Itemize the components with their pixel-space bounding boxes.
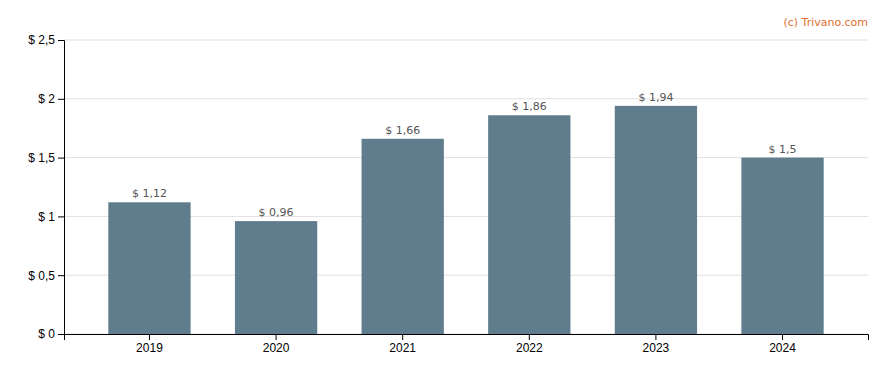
x-axis: 2019 2020 2021 2022 2023 2024 bbox=[65, 334, 869, 355]
plot: $ 1,12$ 0,96$ 1,66$ 1,86$ 1,94$ 1,520192… bbox=[28, 33, 868, 354]
bars bbox=[108, 106, 823, 334]
y-tick: $ 1 bbox=[38, 210, 64, 224]
data-label: $ 1,12 bbox=[132, 187, 167, 200]
y-tick-mark bbox=[58, 334, 64, 335]
y-tick-mark bbox=[58, 99, 64, 100]
bar bbox=[741, 158, 823, 334]
x-tick: 2024 bbox=[769, 334, 796, 355]
axis-line bbox=[58, 41, 65, 335]
data-label: $ 1,66 bbox=[385, 124, 420, 137]
y-tick-mark bbox=[58, 158, 64, 159]
y-tick-mark bbox=[58, 216, 64, 217]
y-tick: $ 1,5 bbox=[28, 151, 64, 165]
grid-line bbox=[64, 40, 868, 41]
x-tick-label: 2019 bbox=[136, 341, 163, 355]
grid-line bbox=[64, 98, 868, 99]
chart: $ 1,12$ 0,96$ 1,66$ 1,86$ 1,94$ 1,520192… bbox=[0, 0, 888, 370]
bar bbox=[488, 115, 570, 334]
x-tick-mark bbox=[529, 334, 530, 340]
x-tick-label: 2022 bbox=[516, 341, 543, 355]
data-label: $ 0,96 bbox=[259, 206, 294, 219]
x-tick-mark bbox=[149, 334, 150, 340]
x-tick-mark bbox=[276, 334, 277, 340]
x-tick: 2019 bbox=[136, 334, 163, 355]
grid bbox=[64, 40, 868, 334]
y-tick-label: $ 0,5 bbox=[28, 269, 55, 283]
x-tick-mark bbox=[655, 334, 656, 340]
bar bbox=[235, 221, 317, 334]
y-tick-label: $ 1 bbox=[38, 210, 55, 224]
data-label: $ 1,5 bbox=[769, 143, 797, 156]
x-tick: 2021 bbox=[389, 334, 416, 355]
y-tick: $ 0 bbox=[38, 327, 64, 341]
x-tick-label: 2020 bbox=[263, 341, 290, 355]
y-tick-label: $ 0 bbox=[38, 327, 55, 341]
y-tick: $ 0,5 bbox=[28, 269, 64, 283]
data-label: $ 1,94 bbox=[638, 91, 673, 104]
x-tick: 2022 bbox=[516, 334, 543, 355]
bar bbox=[362, 139, 444, 334]
x-tick-mark bbox=[402, 334, 403, 340]
x-tick: 2020 bbox=[263, 334, 290, 355]
y-tick-mark bbox=[58, 275, 64, 276]
y-tick-label: $ 1,5 bbox=[28, 151, 55, 165]
y-tick-label: $ 2 bbox=[38, 92, 55, 106]
bar bbox=[108, 202, 190, 334]
x-tick-label: 2023 bbox=[643, 341, 670, 355]
y-tick: $ 2,5 bbox=[28, 33, 64, 47]
y-tick-mark bbox=[58, 40, 64, 41]
bar bbox=[615, 106, 697, 334]
data-labels: $ 1,12 $ 0,96 $ 1,66 $ 1,86 $ 1,94 $ 1,5 bbox=[132, 91, 797, 219]
data-label: $ 1,86 bbox=[512, 100, 547, 113]
x-tick-label: 2024 bbox=[769, 341, 796, 355]
y-axis: $ 0 $ 0,5 $ 1 $ 1,5 $ 2 $ 2,5 bbox=[28, 33, 64, 341]
y-tick-label: $ 2,5 bbox=[28, 33, 55, 47]
annotation: (c) Trivano.com bbox=[783, 16, 868, 29]
x-tick-mark bbox=[782, 334, 783, 340]
axis-line bbox=[65, 335, 869, 341]
x-tick-label: 2021 bbox=[389, 341, 416, 355]
y-tick: $ 2 bbox=[38, 92, 64, 106]
x-tick: 2023 bbox=[643, 334, 670, 355]
